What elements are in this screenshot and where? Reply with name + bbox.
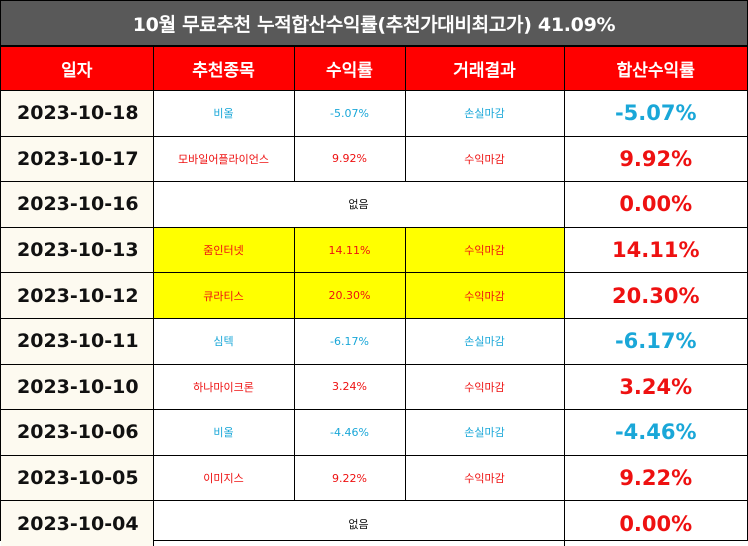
row-date: 2023-10-05 [1, 454, 154, 502]
row-cumulative: 0.00% [563, 500, 747, 546]
table-title: 10월 무료추천 누적합산수익률(추천가대비최고가) 41.09% [1, 1, 747, 46]
row-date: 2023-10-10 [1, 363, 154, 411]
header-date: 일자 [1, 46, 154, 91]
table-row: 2023-10-18 비올 -5.07% 손실마감 -5.07% [1, 90, 747, 137]
header-stock: 추천종목 [152, 46, 295, 91]
row-no-recommendation: 없음 [152, 500, 565, 546]
row-return: 3.24% [293, 363, 406, 411]
row-date: 2023-10-13 [1, 226, 154, 274]
row-date: 2023-10-17 [1, 135, 154, 183]
header-result: 거래결과 [404, 46, 565, 91]
row-cumulative: -4.46% [563, 409, 747, 456]
row-date: 2023-10-16 [1, 181, 154, 228]
table-row: 2023-10-12 큐라티스 20.30% 수익마감 20.30% [1, 272, 747, 319]
row-cumulative: 9.92% [563, 135, 747, 183]
row-stock: 비올 [152, 90, 295, 137]
row-stock: 모바일어플라이언스 [152, 135, 295, 183]
header-cumulative: 합산수익률 [563, 46, 747, 91]
row-return: -6.17% [293, 317, 406, 365]
row-no-recommendation: 없음 [152, 181, 565, 228]
header-return: 수익률 [293, 46, 406, 91]
row-result: 수익마감 [404, 272, 565, 319]
row-date: 2023-10-18 [1, 90, 154, 137]
row-result: 손실마감 [404, 317, 565, 365]
row-return: 14.11% [293, 226, 406, 274]
row-result: 손실마감 [404, 90, 565, 137]
table-row: 2023-10-11 심텍 -6.17% 손실마감 -6.17% [1, 317, 747, 365]
row-return: -4.46% [293, 409, 406, 456]
results-table: 일자 추천종목 수익률 거래결과 합산수익률 2023-10-18 비올 -5.… [1, 46, 747, 546]
row-stock: 비올 [152, 409, 295, 456]
row-cumulative: 9.22% [563, 454, 747, 502]
row-stock: 심텍 [152, 317, 295, 365]
header-row: 일자 추천종목 수익률 거래결과 합산수익률 [1, 46, 747, 91]
row-cumulative: 0.00% [563, 181, 747, 228]
table-row: 2023-10-04 없음 0.00% [1, 500, 747, 546]
row-date: 2023-10-12 [1, 272, 154, 319]
table-row: 2023-10-10 하나마이크론 3.24% 수익마감 3.24% [1, 363, 747, 411]
table-row: 2023-10-17 모바일어플라이언스 9.92% 수익마감 9.92% [1, 135, 747, 183]
row-result: 수익마감 [404, 226, 565, 274]
row-cumulative: 14.11% [563, 226, 747, 274]
row-date: 2023-10-11 [1, 317, 154, 365]
row-stock: 이미지스 [152, 454, 295, 502]
row-cumulative: 20.30% [563, 272, 747, 319]
table-row: 2023-10-16 없음 0.00% [1, 181, 747, 228]
table-row: 2023-10-05 이미지스 9.22% 수익마감 9.22% [1, 454, 747, 502]
row-result: 수익마감 [404, 363, 565, 411]
row-stock: 큐라티스 [152, 272, 295, 319]
row-result: 수익마감 [404, 135, 565, 183]
row-return: 9.22% [293, 454, 406, 502]
table-row: 2023-10-13 줌인터넷 14.11% 수익마감 14.11% [1, 226, 747, 274]
row-date: 2023-10-04 [1, 500, 154, 546]
row-return: -5.07% [293, 90, 406, 137]
row-return: 9.92% [293, 135, 406, 183]
table-row: 2023-10-06 비올 -4.46% 손실마감 -4.46% [1, 409, 747, 456]
row-stock: 줌인터넷 [152, 226, 295, 274]
row-return: 20.30% [293, 272, 406, 319]
row-result: 수익마감 [404, 454, 565, 502]
row-stock: 하나마이크론 [152, 363, 295, 411]
row-result: 손실마감 [404, 409, 565, 456]
row-cumulative: 3.24% [563, 363, 747, 411]
row-date: 2023-10-06 [1, 409, 154, 456]
row-cumulative: -6.17% [563, 317, 747, 365]
row-cumulative: -5.07% [563, 90, 747, 137]
